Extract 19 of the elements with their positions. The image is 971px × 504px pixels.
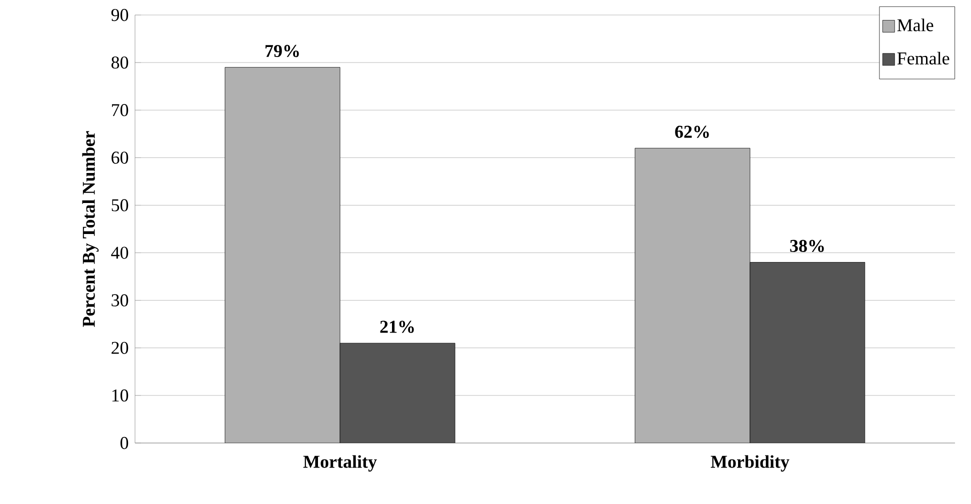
y-tick-label: 0 <box>120 436 128 450</box>
y-tick-label: 50 <box>112 199 128 212</box>
legend-label: Male <box>897 18 934 32</box>
y-tick-label: 30 <box>112 294 128 306</box>
y-tick-label: 70 <box>112 104 128 116</box>
legend-label: Female <box>897 52 950 64</box>
data-label: 62% <box>675 126 709 138</box>
x-tick-label: Morbidity <box>710 455 790 472</box>
y-tick-label: 80 <box>111 56 128 69</box>
data-label: 21% <box>380 320 414 333</box>
y-axis-title: Percent By Total Number <box>82 131 99 327</box>
y-tick-label: 40 <box>111 246 128 259</box>
y-tick-label: 90 <box>111 8 128 22</box>
x-tick-label: Mortality <box>303 455 377 472</box>
y-tick-label: 60 <box>112 152 128 164</box>
y-tick-label: 20 <box>112 342 128 354</box>
data-label: 38% <box>790 240 824 252</box>
y-tick-label: 10 <box>112 389 128 402</box>
data-label: 79% <box>266 44 299 58</box>
